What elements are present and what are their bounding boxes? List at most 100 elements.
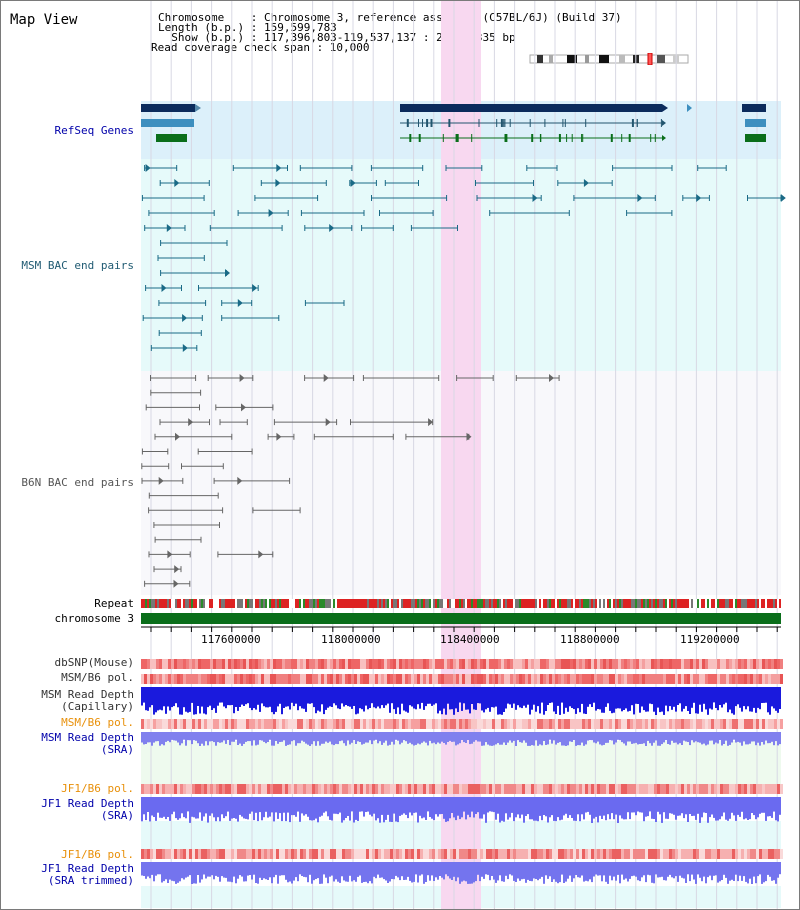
depth-bar [717, 797, 719, 821]
pol-cell [369, 719, 372, 729]
depth-bar [365, 862, 367, 882]
depth-bar [149, 732, 151, 743]
depth-bar [735, 687, 737, 707]
pol-cell [546, 849, 549, 859]
pol-cell [657, 719, 660, 729]
axis-tick-label: 119200000 [680, 633, 740, 646]
pol-cell [396, 849, 399, 859]
msm-bac-arrow [166, 224, 172, 232]
track-label-msm-depth-sra[interactable]: MSM Read Depth [41, 731, 134, 744]
depth-bar [443, 797, 445, 819]
repeat-element [461, 599, 463, 608]
repeat-element [691, 599, 693, 608]
pol-cell [420, 719, 423, 729]
track-label-jf1-b6-pol-1[interactable]: JF1/B6 pol. [61, 782, 134, 795]
depth-bar [507, 797, 509, 820]
repeat-element [435, 599, 437, 608]
pol-cell [447, 674, 450, 684]
chromosome-ideogram[interactable] [529, 53, 691, 65]
track-label-refseq-genes[interactable]: RefSeq Genes [54, 124, 134, 137]
depth-bar [607, 732, 609, 743]
dbsnp-cell [723, 659, 726, 669]
pol-cell [687, 784, 690, 794]
depth-bar [573, 732, 575, 741]
depth-bar [669, 687, 671, 707]
pol-cell [492, 784, 495, 794]
depth-bar [581, 732, 583, 743]
repeat-element [759, 599, 761, 608]
depth-bar [173, 797, 175, 812]
depth-bar [239, 862, 241, 876]
pol-cell [423, 784, 426, 794]
msm-bac-arrow [161, 284, 167, 292]
track-label-jf1-depth-sra[interactable]: JF1 Read Depth [41, 797, 134, 810]
dbsnp-cell [408, 659, 411, 669]
track-label-msm-depth-capillary[interactable]: MSM Read Depth [41, 688, 134, 701]
pol-cell [216, 719, 219, 729]
pol-cell [516, 849, 519, 859]
depth-bar [763, 862, 765, 883]
depth-bar [165, 862, 167, 880]
depth-bar [247, 687, 249, 704]
depth-bar [587, 687, 589, 707]
track-label-b6n-bac[interactable]: B6N BAC end pairs [21, 476, 134, 489]
track-label-repeat[interactable]: Repeat [94, 597, 134, 610]
depth-bar [275, 732, 277, 741]
pol-cell [456, 719, 459, 729]
depth-bar [603, 732, 605, 745]
repeat-element [509, 599, 511, 608]
pol-cell [627, 719, 630, 729]
repeat-element [577, 599, 579, 608]
track-label-msm-depth-capillary-sub: (Capillary) [61, 700, 134, 713]
pol-cell [528, 674, 531, 684]
dbsnp-cell [627, 659, 630, 669]
track-label-jf1-depth-trimmed[interactable]: JF1 Read Depth [41, 862, 134, 875]
depth-bar [705, 732, 707, 746]
dbsnp-cell [768, 659, 771, 669]
depth-bar [399, 862, 401, 881]
depth-bar [773, 862, 775, 881]
pol-cell [156, 784, 159, 794]
depth-bar [189, 797, 191, 823]
depth-bar [199, 797, 201, 813]
pol-cell [249, 784, 252, 794]
pol-cell [309, 784, 312, 794]
repeat-element [687, 599, 689, 608]
depth-bar [513, 862, 515, 881]
track-label-msm-bac[interactable]: MSM BAC end pairs [21, 259, 134, 272]
track-label-dbsnp[interactable]: dbSNP(Mouse) [54, 656, 134, 669]
pol-cell [387, 674, 390, 684]
depth-bar [677, 862, 679, 882]
pol-cell [165, 849, 168, 859]
depth-bar [195, 862, 197, 884]
depth-bar [541, 687, 543, 703]
pol-cell [276, 674, 279, 684]
depth-bar [279, 732, 281, 742]
depth-bar [539, 797, 541, 816]
depth-bar [739, 797, 741, 817]
track-label-jf1-b6-pol-2[interactable]: JF1/B6 pol. [61, 848, 134, 861]
pol-cell [732, 849, 735, 859]
repeat-element [209, 599, 211, 608]
dbsnp-cell [606, 659, 609, 669]
pol-cell [405, 784, 408, 794]
depth-bar [265, 732, 267, 744]
depth-bar [193, 862, 195, 884]
msm-bac-arrow [583, 179, 589, 187]
depth-bar [647, 797, 649, 817]
depth-bar [695, 862, 697, 884]
pol-cell [714, 719, 717, 729]
pol-cell [504, 849, 507, 859]
depth-bar [725, 687, 727, 703]
depth-bar [233, 687, 235, 714]
pol-cell [723, 674, 726, 684]
dbsnp-cell [480, 659, 483, 669]
repeat-element [397, 599, 399, 608]
pol-cell [489, 674, 492, 684]
dbsnp-cell [309, 659, 312, 669]
depth-bar [277, 862, 279, 884]
track-label-msm-b6-pol-sra[interactable]: MSM/B6 pol. [61, 716, 134, 729]
track-label-msm-b6-pol[interactable]: MSM/B6 pol. [61, 671, 134, 684]
pol-cell [441, 849, 444, 859]
